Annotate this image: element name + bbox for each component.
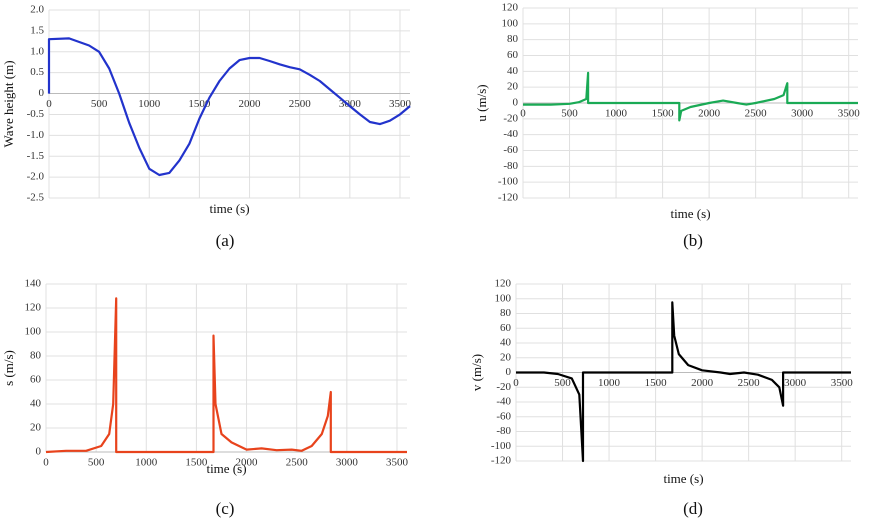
y-tick-label: -80 — [496, 425, 511, 437]
x-tick-label: 1000 — [138, 98, 161, 110]
caption: (b) — [683, 231, 703, 250]
y-tick-label: 120 — [495, 278, 512, 290]
y-axis-title: v (m/s) — [469, 354, 484, 391]
x-tick-label: 3500 — [386, 457, 409, 469]
y-tick-label: 40 — [30, 398, 42, 410]
y-tick-label: 60 — [500, 322, 512, 334]
y-tick-label: 20 — [507, 81, 519, 93]
y-tick-label: 80 — [500, 307, 512, 319]
y-tick-label: -120 — [491, 455, 512, 467]
caption: (c) — [216, 499, 235, 518]
x-tick-label: 1000 — [135, 457, 158, 469]
y-tick-label: 60 — [30, 374, 42, 386]
y-tick-label: -60 — [496, 410, 511, 422]
x-tick-label: 500 — [561, 108, 578, 120]
x-tick-label: 3000 — [784, 377, 807, 389]
x-tick-label: 3500 — [389, 98, 412, 110]
x-tick-label: 1000 — [605, 108, 628, 120]
y-tick-label: -80 — [503, 160, 518, 172]
y-tick-label: 40 — [500, 337, 512, 349]
x-tick-label: 0 — [43, 457, 49, 469]
data-line — [516, 301, 851, 463]
y-tick-label: 140 — [25, 278, 42, 290]
data-line — [523, 71, 858, 122]
y-axis-title: Wave height (m) — [1, 60, 16, 147]
y-tick-label: 20 — [500, 351, 512, 363]
x-tick-label: 2500 — [738, 377, 761, 389]
y-tick-label: 100 — [25, 326, 42, 338]
x-tick-label: 1500 — [652, 108, 675, 120]
x-tick-label: 2000 — [236, 457, 259, 469]
x-tick-label: 3500 — [838, 108, 861, 120]
x-tick-label: 2000 — [691, 377, 714, 389]
x-tick-label: 3000 — [336, 457, 359, 469]
y-tick-label: 40 — [507, 65, 519, 77]
y-tick-label: 80 — [30, 350, 42, 362]
y-tick-label: 100 — [502, 17, 519, 29]
y-tick-label: -100 — [498, 176, 519, 188]
x-tick-label: 500 — [91, 98, 108, 110]
data-line — [45, 297, 407, 454]
y-tick-label: -20 — [496, 381, 511, 393]
x-tick-label: 1000 — [598, 377, 621, 389]
y-tick-label: -1.0 — [27, 129, 45, 141]
y-tick-label: -40 — [503, 128, 518, 140]
y-tick-label: 0 — [36, 446, 42, 458]
y-tick-label: 120 — [25, 302, 42, 314]
y-tick-label: -40 — [496, 396, 511, 408]
y-tick-label: 20 — [30, 422, 42, 434]
x-axis-title: time (s) — [209, 201, 249, 216]
x-tick-label: 0 — [513, 377, 519, 389]
y-axis-title: u (m/s) — [474, 84, 489, 121]
y-tick-label: 2.0 — [30, 4, 44, 16]
caption: (a) — [216, 231, 235, 250]
y-tick-label: 1.5 — [30, 24, 44, 36]
y-tick-label: 1.0 — [30, 45, 44, 57]
x-axis-title: time (s) — [670, 206, 710, 221]
x-tick-label: 0 — [46, 98, 52, 110]
y-tick-label: 120 — [502, 2, 519, 14]
x-tick-label: 500 — [554, 377, 571, 389]
x-tick-label: 2500 — [286, 457, 309, 469]
y-tick-label: -60 — [503, 144, 518, 156]
x-tick-label: 0 — [520, 108, 526, 120]
x-tick-label: 2000 — [698, 108, 721, 120]
y-tick-label: -0.5 — [27, 108, 45, 120]
y-tick-label: 100 — [495, 292, 512, 304]
x-axis-title: time (s) — [663, 471, 703, 486]
y-tick-label: 80 — [507, 33, 519, 45]
y-tick-label: 0.5 — [30, 66, 44, 78]
x-tick-label: 1500 — [185, 457, 208, 469]
y-tick-label: 0 — [513, 97, 519, 109]
x-axis-title: time (s) — [206, 461, 246, 476]
x-tick-label: 1500 — [645, 377, 668, 389]
x-tick-label: 2500 — [745, 108, 768, 120]
y-tick-label: 0 — [506, 366, 512, 378]
data-line — [47, 37, 411, 177]
x-tick-label: 3000 — [791, 108, 814, 120]
y-tick-label: -2.0 — [27, 171, 45, 183]
x-tick-label: 3500 — [831, 377, 854, 389]
x-tick-label: 2000 — [239, 98, 262, 110]
y-axis-title: s (m/s) — [1, 350, 16, 386]
y-tick-label: -1.5 — [27, 150, 45, 162]
y-tick-label: 0 — [39, 87, 45, 99]
y-tick-label: 60 — [507, 49, 519, 61]
y-tick-label: -20 — [503, 112, 518, 124]
x-tick-label: 500 — [88, 457, 105, 469]
caption: (d) — [683, 499, 703, 518]
y-tick-label: -2.5 — [27, 192, 45, 204]
y-tick-label: -120 — [498, 192, 519, 204]
x-tick-label: 2500 — [289, 98, 312, 110]
y-tick-label: -100 — [491, 440, 512, 452]
